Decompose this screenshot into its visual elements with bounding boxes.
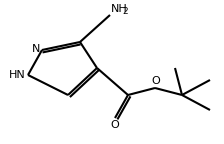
Text: O: O [111, 120, 119, 130]
Text: N: N [32, 44, 40, 54]
Text: HN: HN [9, 70, 26, 80]
Text: 2: 2 [123, 7, 128, 16]
Text: NH: NH [111, 4, 128, 14]
Text: O: O [152, 76, 160, 86]
